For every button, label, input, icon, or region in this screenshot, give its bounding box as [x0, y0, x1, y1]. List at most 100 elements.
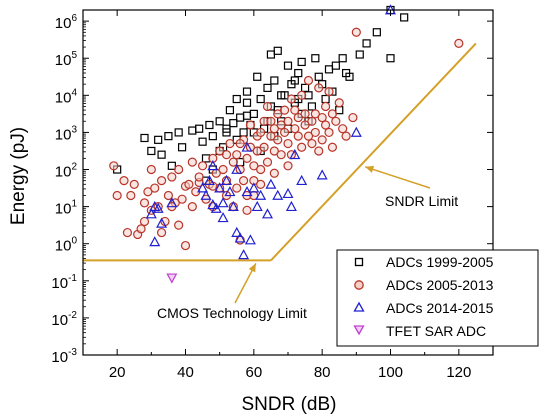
data-point-triangle-up: [207, 198, 219, 210]
data-point-triangle-up: [289, 148, 301, 160]
data-point-circle: [232, 183, 242, 193]
data-point-square: [270, 76, 279, 85]
data-point-circle: [314, 83, 324, 93]
data-point-square: [297, 57, 306, 67]
data-point-triangle-up: [207, 160, 219, 171]
data-point-square: [188, 126, 197, 135]
data-point-square: [242, 111, 252, 120]
data-point-circle: [180, 240, 191, 251]
data-point-square: [229, 119, 238, 128]
y-tick-label: 102: [55, 162, 78, 181]
data-point-circle: [163, 190, 174, 201]
data-point-square: [225, 106, 235, 115]
data-points: [109, 4, 464, 284]
data-point-circle: [338, 124, 348, 134]
data-point-circle: [150, 183, 160, 193]
y-tick-label: 106: [55, 13, 78, 32]
data-point-triangle-down: [166, 273, 178, 284]
data-point-circle: [283, 161, 293, 171]
data-point-square: [174, 128, 183, 137]
data-point-circle: [283, 138, 293, 149]
data-point-circle: [266, 131, 276, 141]
data-point-circle: [112, 190, 122, 201]
data-point-circle: [238, 176, 249, 186]
data-point-circle: [303, 131, 314, 141]
data-point-circle: [276, 120, 286, 130]
data-point-triangle-up: [248, 182, 260, 193]
data-point-circle: [146, 164, 156, 175]
cmos-limit-label: CMOS Technology Limit: [157, 305, 307, 321]
data-point-square: [280, 91, 289, 100]
data-point-square: [372, 28, 381, 37]
data-point-triangle-up: [296, 174, 308, 186]
legend-label-adcs-1999-2005: ADCs 1999-2005: [386, 254, 494, 270]
data-point-circle: [317, 112, 327, 123]
data-point-circle: [242, 153, 252, 163]
data-point-circle: [320, 101, 331, 112]
data-point-square: [198, 137, 207, 146]
data-point-circle: [310, 127, 320, 138]
data-point-circle: [174, 164, 184, 175]
data-point-circle: [279, 105, 290, 115]
data-point-triangle-up: [238, 249, 250, 260]
legend: ADCs 1999-2005 ADCs 2005-2013 ADCs 2014-…: [336, 249, 539, 347]
data-point-triangle-up: [272, 189, 284, 200]
data-point-square: [236, 113, 245, 122]
data-point-square: [154, 135, 163, 144]
x-tick-label: 100: [378, 364, 403, 381]
data-point-circle: [341, 131, 351, 141]
arrow-head: [248, 263, 256, 273]
y-tick-label: 10-1: [51, 273, 77, 292]
data-point-triangle-up: [200, 189, 212, 200]
data-point-circle: [109, 161, 119, 171]
y-tick-label: 10-3: [51, 347, 77, 366]
data-point-circle: [327, 142, 338, 152]
data-point-circle: [310, 109, 320, 119]
data-point-circle: [262, 157, 273, 167]
data-point-square: [300, 83, 310, 93]
data-point-circle: [454, 38, 464, 48]
data-point-triangle-up: [251, 200, 263, 212]
data-point-circle: [256, 179, 266, 189]
y-tick-label: 105: [55, 50, 78, 69]
data-point-square: [177, 143, 187, 152]
data-point-square: [164, 132, 173, 141]
x-tick-label: 20: [109, 364, 126, 381]
data-point-square: [345, 72, 354, 81]
data-point-triangle-up: [231, 226, 243, 237]
data-point-triangle-up: [241, 141, 253, 152]
data-point-circle: [167, 172, 177, 182]
data-point-circle: [256, 127, 266, 138]
y-tick-label: 104: [55, 87, 78, 106]
data-point-square: [283, 61, 293, 70]
data-point-triangle-up: [149, 236, 161, 247]
data-point-triangle-up: [152, 202, 164, 213]
limit-lines: [83, 42, 477, 262]
data-point-square: [311, 54, 320, 63]
data-point-circle: [136, 224, 146, 234]
legend-box: [336, 249, 539, 347]
data-point-triangle-up: [261, 208, 274, 219]
data-point-triangle-up: [285, 200, 297, 212]
data-point-circle: [249, 161, 259, 171]
data-point-circle: [156, 176, 167, 186]
data-point-circle: [297, 142, 307, 152]
data-point-square: [386, 54, 395, 63]
data-point-square: [157, 150, 166, 159]
data-point-triangle-up: [224, 186, 236, 197]
data-point-circle: [297, 90, 307, 100]
data-point-triangle-up: [220, 174, 233, 186]
x-tick-label: 40: [177, 364, 194, 381]
legend-label-adcs-2014-2015: ADCs 2014-2015: [386, 300, 494, 316]
data-point-circle: [320, 120, 331, 130]
data-point-circle: [324, 127, 334, 138]
y-axis-title: Energy (pJ): [8, 127, 29, 225]
data-point-circle: [300, 109, 310, 119]
data-point-triangle-up: [227, 200, 239, 212]
data-point-circle: [293, 131, 303, 141]
data-point-square: [321, 94, 330, 104]
data-point-square: [362, 39, 371, 48]
data-point-circle: [314, 146, 324, 156]
annotation-arrow: [364, 166, 431, 189]
data-point-circle: [262, 101, 273, 112]
